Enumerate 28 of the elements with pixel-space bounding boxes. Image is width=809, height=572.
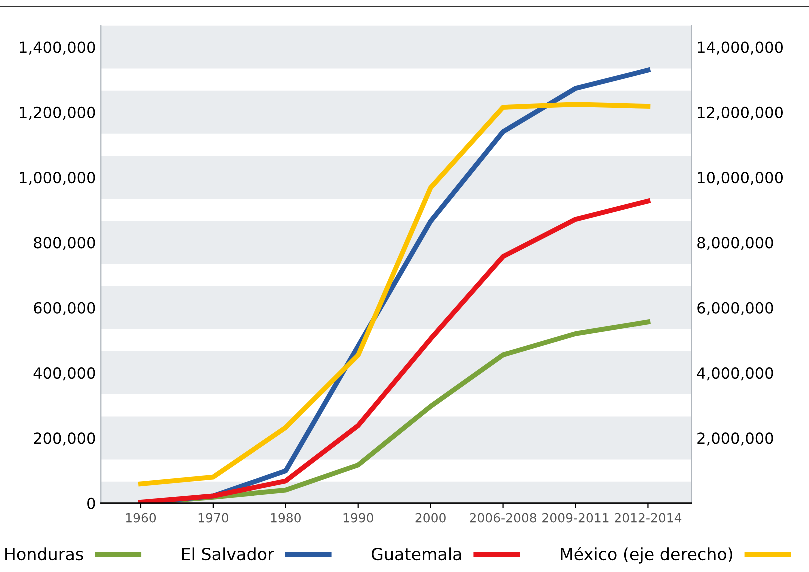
line-series (138, 198, 651, 504)
x-tick-label: 2012-2014 (615, 513, 682, 523)
y-tick-label: 1,000,000 (20, 172, 96, 186)
y2-tick-label: 4,000,000 (697, 368, 774, 381)
y2-tick-label: 12,000,000 (698, 106, 784, 120)
y2-tick-label: 14,000,000 (698, 42, 784, 55)
y-tick-label: 0 (88, 498, 96, 510)
x-tick-label: 1980 (271, 513, 301, 523)
y-tick-label: 600,000 (34, 302, 96, 316)
legend-label: Honduras (6, 548, 84, 561)
y-tick-label: 200,000 (34, 432, 96, 446)
y-tick-label: 1,200,000 (20, 106, 96, 120)
legend-label: Guatemala (372, 548, 462, 561)
x-tick-label: 1990 (344, 513, 374, 523)
y-tick-label: 800,000 (34, 237, 96, 250)
x-tick-label: 1960 (126, 513, 156, 523)
y-tick-label: 400,000 (34, 368, 96, 381)
y-tick-label: 1,400,000 (20, 42, 96, 55)
legend-label: El Salvador (182, 548, 274, 561)
x-tick-label: 2000 (416, 513, 446, 523)
y2-tick-label: 8,000,000 (698, 237, 774, 250)
x-tick-label: 2009-2011 (542, 513, 609, 523)
x-tick-label: 2006-2008 (470, 513, 537, 523)
y2-tick-label: 2,000,000 (698, 432, 774, 446)
y2-tick-label: 6,000,000 (698, 302, 774, 316)
x-tick-label: 1970 (198, 513, 229, 523)
y2-tick-label: 10,000,000 (698, 172, 784, 186)
legend-label: México (eje derecho) (561, 547, 732, 564)
